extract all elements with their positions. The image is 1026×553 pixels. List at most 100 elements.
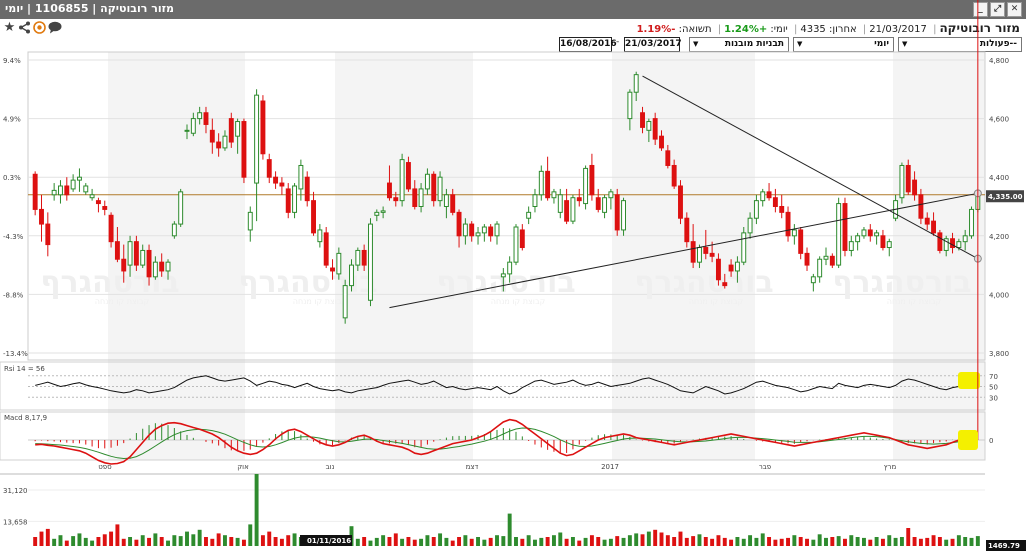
volume-bar <box>178 536 183 546</box>
volume-bar <box>514 537 518 546</box>
candle-body <box>355 249 361 266</box>
candle-body <box>386 182 392 199</box>
volume-bar <box>754 537 759 546</box>
x-tick-label: דצמ <box>466 463 479 471</box>
volume-bar <box>33 537 38 546</box>
macd-label: Macd 8,17,9 <box>4 414 47 422</box>
volume-bar <box>646 531 651 546</box>
candle-body <box>640 112 645 128</box>
candle-body <box>722 282 728 287</box>
volume-bar <box>412 539 417 546</box>
candle-body <box>481 226 487 234</box>
volume-bar <box>861 537 866 546</box>
volume-bar <box>71 536 76 546</box>
candle-body <box>95 200 101 205</box>
candle-body <box>311 200 316 234</box>
candle-body <box>570 197 576 222</box>
candle-body <box>766 191 772 199</box>
volume-bar <box>899 537 904 546</box>
restore-button[interactable]: ⤢ <box>990 2 1005 17</box>
trendline <box>642 75 979 260</box>
candle-body <box>969 208 974 237</box>
candle-body <box>513 226 519 263</box>
candle-body <box>102 206 108 210</box>
volume-bar <box>653 529 658 546</box>
candle-body <box>380 210 386 213</box>
volume-bar <box>564 538 569 546</box>
candle-body <box>475 232 481 237</box>
candle-body <box>279 182 285 187</box>
candle-body <box>273 176 279 184</box>
candle-body <box>405 162 411 190</box>
volume-bar <box>798 537 803 546</box>
rsi-highlight-marker <box>958 372 980 389</box>
volume-bar <box>570 537 575 546</box>
volume-bar <box>963 537 968 546</box>
candle-body <box>361 249 367 266</box>
minimize-button[interactable]: _ <box>973 2 988 17</box>
target-icon[interactable] <box>33 21 46 34</box>
macd-line <box>35 418 978 465</box>
volume-bar <box>488 537 493 546</box>
volume-bar <box>710 538 715 546</box>
volume-bar <box>292 533 297 546</box>
y-tick-left: 4.9% <box>3 116 21 124</box>
volume-bar <box>684 537 689 546</box>
volume-bar <box>672 537 677 546</box>
volume-bar <box>229 537 234 546</box>
volume-bar <box>729 539 734 546</box>
volume-bar <box>191 534 196 546</box>
volume-bar <box>495 535 499 546</box>
volume-bar <box>975 536 980 546</box>
candle-body <box>924 217 930 225</box>
comment-icon[interactable] <box>48 21 62 34</box>
candle-body <box>791 229 797 237</box>
candle-body <box>842 203 848 251</box>
x-tick-label: נוב <box>326 463 335 471</box>
volume-bar <box>216 533 221 546</box>
volume-bar <box>235 537 240 546</box>
volume-tick-label: 13,658 <box>3 518 28 526</box>
candle-body <box>956 241 962 249</box>
star-icon[interactable]: ★ <box>3 20 16 35</box>
actions-dropdown[interactable]: ▼ --פעולות <box>898 37 1022 52</box>
volume-bar <box>786 537 790 546</box>
candle-body <box>254 94 260 184</box>
candle-body <box>285 188 291 213</box>
watermark-sub: קבוצת קו מנחה <box>491 297 546 306</box>
watermark: בורסהגרף <box>634 265 773 300</box>
candle-body <box>32 173 38 210</box>
volume-bar <box>444 537 449 546</box>
y-tick-left: -4.3% <box>3 233 24 241</box>
volume-bar <box>450 540 455 546</box>
candle-body <box>614 194 620 231</box>
volume-bar <box>741 538 746 546</box>
candle-body <box>393 197 399 202</box>
volume-bar <box>45 528 50 546</box>
candle-body <box>197 112 203 120</box>
candle-body <box>146 249 152 278</box>
volume-bar <box>640 534 645 546</box>
volume-bar <box>362 537 367 546</box>
volume-bar <box>691 536 696 546</box>
close-button[interactable]: ✕ <box>1007 2 1022 17</box>
candle-body <box>785 211 791 237</box>
window-title: מזור רובוטיקה | 1106855 | יומי <box>5 2 174 15</box>
candle-body <box>222 135 228 149</box>
candle-body <box>190 118 196 134</box>
share-icon[interactable] <box>18 21 31 34</box>
volume-bar <box>64 540 69 546</box>
volume-bar <box>805 538 809 546</box>
volume-bar <box>140 535 145 546</box>
candle-body <box>500 273 506 278</box>
candle-body <box>861 229 867 237</box>
month-band <box>893 52 985 460</box>
candle-body <box>855 235 861 243</box>
y-tick-left: -13.4% <box>3 350 28 358</box>
volume-bar <box>539 537 544 546</box>
candle-body <box>76 176 82 181</box>
volume-bar <box>874 537 879 546</box>
volume-bar <box>241 539 246 546</box>
volume-bar <box>260 535 265 546</box>
